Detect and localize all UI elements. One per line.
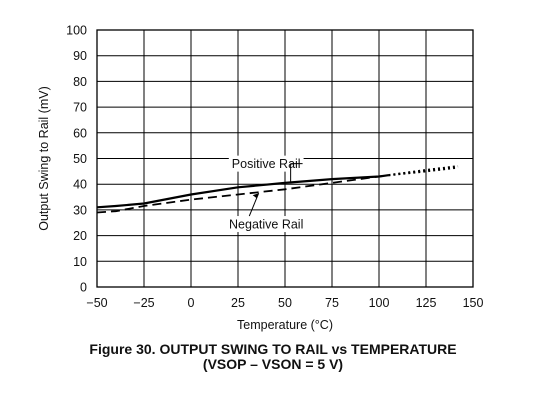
x-tick-label: 0 (188, 296, 195, 310)
x-tick-label: −25 (133, 296, 154, 310)
annotation-negative-rail-background (226, 216, 307, 233)
annotations: Positive Rail Negative Rail (226, 155, 307, 233)
annotation-arrowhead (252, 193, 259, 199)
y-tick-label: 100 (66, 24, 87, 38)
x-tick-label: 125 (416, 296, 437, 310)
figure-subtitle: (VSOP – VSON = 5 V) (202, 356, 344, 372)
x-tick-label: 150 (463, 296, 484, 310)
annotation-negative-rail: Negative Rail (229, 218, 303, 232)
y-tick-label: 90 (73, 49, 87, 63)
y-axis-label: Output Swing to Rail (mV) (37, 86, 51, 231)
x-tick-label: −50 (86, 296, 107, 310)
y-tick-label: 70 (73, 101, 87, 115)
series-layer (96, 165, 459, 214)
x-tick-label: 50 (278, 296, 292, 310)
x-tick-labels: −50 −25 0 25 50 75 100 125 150 (86, 296, 483, 310)
y-tick-label: 80 (73, 75, 87, 89)
y-tick-labels: 0 10 20 30 40 50 60 70 80 90 100 (66, 24, 87, 295)
y-tick-label: 0 (80, 281, 87, 295)
annotation-positive-rail: Positive Rail (232, 157, 301, 171)
y-tick-label: 20 (73, 229, 87, 243)
series-line (388, 166, 459, 177)
series-line (96, 174, 389, 209)
x-tick-label: 75 (325, 296, 339, 310)
y-tick-label: 30 (73, 203, 87, 217)
annotation-positive-rail-background (228, 155, 304, 172)
x-axis-label: Temperature (°C) (237, 318, 333, 332)
y-tick-label: 60 (73, 126, 87, 140)
grid (96, 29, 474, 288)
figure-title: Figure 30. OUTPUT SWING TO RAIL vs TEMPE… (89, 341, 457, 357)
x-tick-label: 25 (231, 296, 245, 310)
chart: Positive Rail Negative Rail −50 −25 0 25 50 75… (37, 24, 483, 333)
x-tick-label: 100 (369, 296, 390, 310)
y-tick-label: 40 (73, 178, 87, 192)
y-tick-label: 10 (73, 255, 87, 269)
series-line (96, 174, 389, 214)
plot-frame (96, 29, 474, 288)
y-tick-label: 50 (73, 152, 87, 166)
